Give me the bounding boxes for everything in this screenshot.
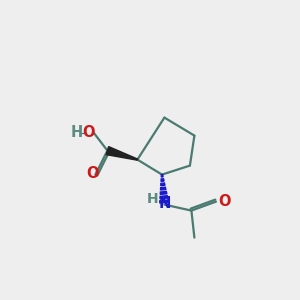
- Polygon shape: [161, 175, 163, 177]
- Polygon shape: [106, 147, 138, 160]
- Text: N: N: [158, 196, 171, 211]
- Text: H: H: [71, 125, 83, 140]
- Text: H: H: [147, 192, 158, 206]
- Polygon shape: [160, 196, 168, 199]
- Text: O: O: [218, 194, 231, 208]
- Polygon shape: [160, 200, 169, 203]
- Text: O: O: [82, 125, 94, 140]
- Polygon shape: [161, 183, 165, 186]
- Text: O: O: [86, 166, 99, 181]
- Polygon shape: [160, 191, 167, 194]
- Polygon shape: [160, 187, 166, 190]
- Polygon shape: [161, 179, 164, 181]
